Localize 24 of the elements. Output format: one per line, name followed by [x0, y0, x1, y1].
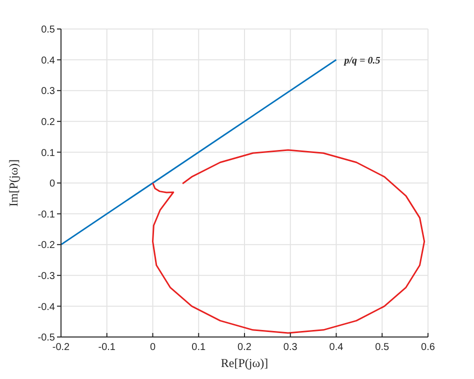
- y-tick-label: 0.5: [41, 24, 56, 36]
- x-tick-label: 0.4: [329, 342, 344, 354]
- x-tick-label: 0.6: [421, 342, 436, 354]
- x-tick-label: 0: [150, 342, 156, 354]
- x-tick-label: 0.1: [192, 342, 206, 354]
- x-tick-label: 0.2: [238, 342, 252, 354]
- y-tick-label: 0.4: [41, 55, 56, 66]
- y-axis-title: Im[P(jω)]: [6, 159, 20, 207]
- y-tick-label: -0.2: [38, 240, 56, 252]
- x-tick-label: -0.1: [98, 342, 116, 354]
- line-series: [152, 149, 426, 334]
- y-tick-label: -0.5: [38, 332, 56, 344]
- annotation: p/q = 0.5: [343, 55, 380, 66]
- y-tick-label: 0.2: [41, 116, 56, 128]
- x-tick-label: 0.3: [283, 342, 298, 354]
- x-tick-label: -0.2: [52, 342, 70, 354]
- x-axis-title: Re[P(jω)]: [220, 356, 268, 370]
- y-tick-label: -0.1: [38, 209, 56, 220]
- x-tick-label: 0.5: [375, 342, 390, 354]
- y-tick-label: 0.3: [41, 86, 56, 98]
- y-tick-label: -0.4: [38, 302, 56, 313]
- y-tick-label: -0.3: [38, 270, 56, 282]
- y-tick-label: 0: [49, 178, 56, 190]
- y-tick-label: 0.1: [41, 148, 56, 159]
